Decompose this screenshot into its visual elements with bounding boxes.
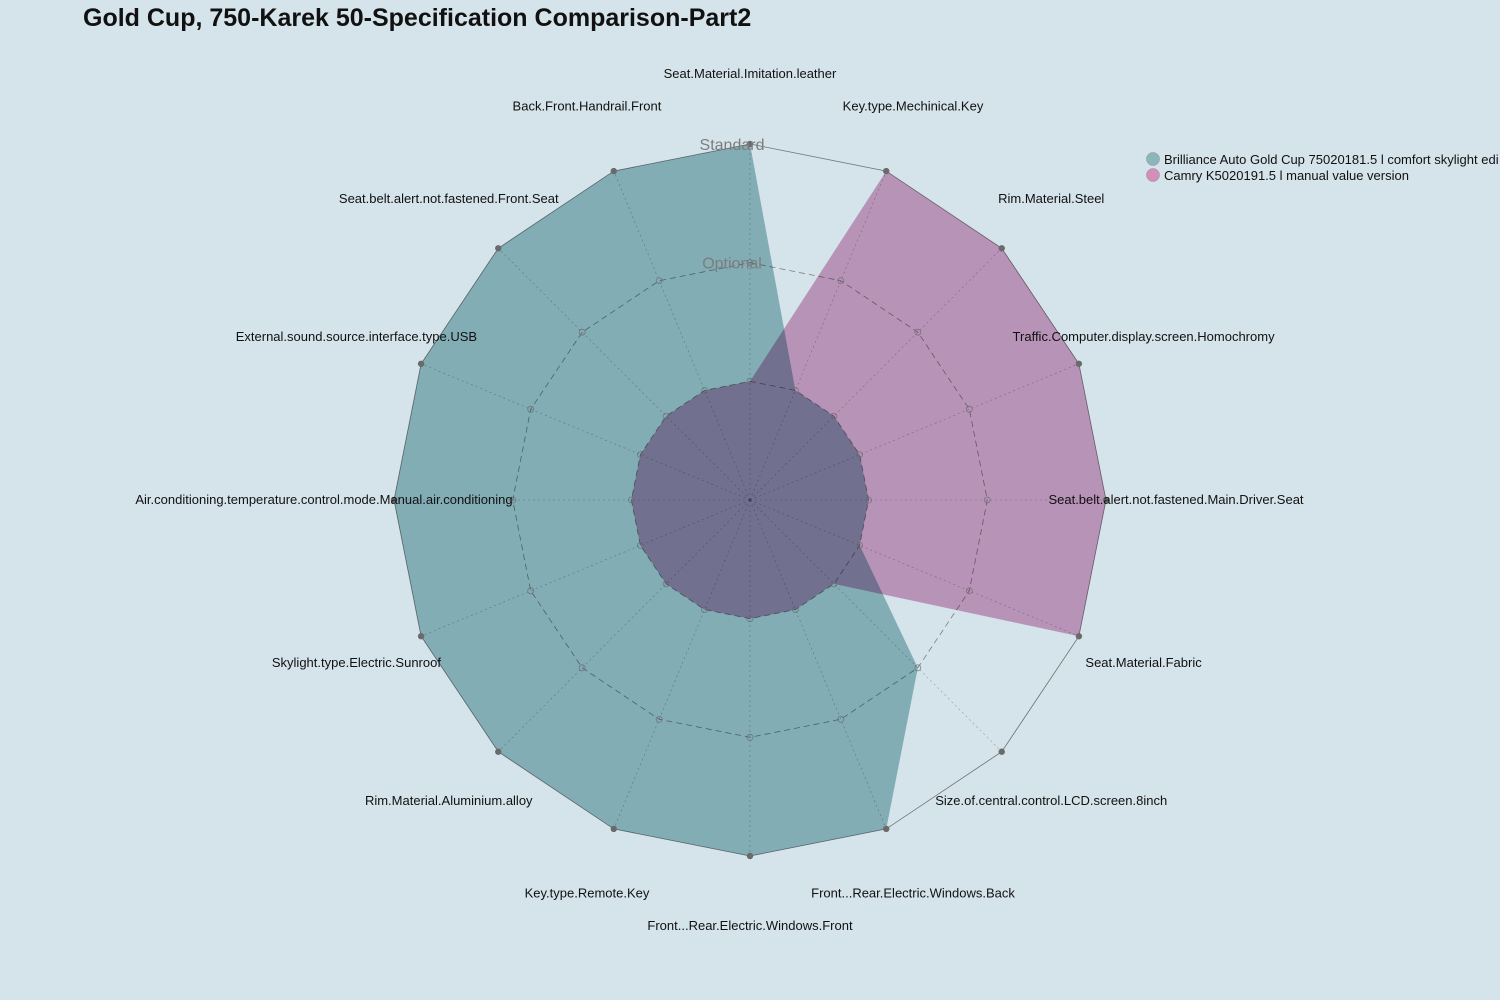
series-area	[631, 171, 1106, 637]
grid-point	[914, 664, 922, 672]
grid-point	[636, 451, 644, 458]
level-label: Standard	[700, 137, 765, 154]
radial-grid-line	[749, 499, 1002, 752]
axis-label: Seat.belt.alert.not.fastened.Main.Driver…	[1048, 492, 1303, 507]
axis-label: Key.type.Mechinical.Key	[843, 98, 984, 113]
level-label: Optional	[702, 256, 762, 273]
axis-label: Front...Rear.Electric.Windows.Front	[647, 918, 853, 933]
grid-point	[390, 496, 398, 504]
axis-label: External.sound.source.interface.type.USB	[236, 329, 477, 344]
grid-point	[662, 580, 670, 588]
grid-point	[914, 328, 922, 336]
grid-point	[1075, 633, 1083, 640]
grid-point	[856, 451, 864, 458]
grid-point	[746, 733, 754, 741]
grid-point	[527, 587, 535, 595]
axis-label: Seat.belt.alert.not.fastened.Front.Seat	[339, 191, 559, 206]
grid-point	[746, 852, 754, 860]
grid-point	[792, 606, 799, 614]
grid-point	[578, 328, 586, 336]
axis-label: Front...Rear.Electric.Windows.Back	[811, 886, 1015, 901]
grid-point	[662, 412, 670, 420]
grid-point	[746, 140, 754, 148]
grid-point	[746, 259, 754, 267]
grid-point	[610, 167, 617, 175]
axis-label: Size.of.central.control.LCD.screen.8inch	[935, 793, 1167, 808]
grid-point	[998, 245, 1005, 252]
grid-point	[701, 606, 708, 614]
grid-point	[830, 412, 838, 420]
grid-point	[578, 664, 586, 672]
grid-point	[883, 825, 890, 833]
grid-point	[998, 748, 1005, 755]
grid-point	[627, 496, 635, 504]
legend-label: Camry K5020191.5 l manual value version	[1164, 168, 1409, 183]
legend-swatch	[1146, 168, 1160, 182]
grid-point	[610, 825, 617, 833]
grid-point	[792, 386, 799, 394]
grid-point	[965, 405, 973, 413]
axis-label: Seat.Material.Fabric	[1085, 655, 1202, 670]
grid-point	[636, 542, 644, 549]
axis-label: Air.conditioning.temperature.control.mod…	[135, 492, 512, 507]
grid-point	[837, 715, 845, 723]
grid-point	[830, 580, 838, 588]
axis-label: Traffic.Computer.display.screen.Homochro…	[1013, 329, 1276, 344]
grid-point	[746, 615, 754, 623]
grid-point	[701, 386, 708, 394]
axis-label: Skylight.type.Electric.Sunroof	[272, 655, 441, 670]
axis-label: Back.Front.Handrail.Front	[513, 98, 662, 113]
chart-title: Gold Cup, 750-Karek 50-Specification Com…	[83, 4, 752, 32]
grid-point	[417, 360, 425, 367]
axis-label: Key.type.Remote.Key	[525, 886, 650, 901]
grid-point	[837, 277, 845, 285]
grid-point	[417, 633, 425, 640]
axis-label: Seat.Material.Imitation.leather	[664, 66, 837, 81]
grid-point	[965, 587, 973, 595]
grid-point	[527, 405, 535, 413]
legend-label: Brilliance Auto Gold Cup 75020181.5 l co…	[1164, 152, 1499, 167]
grid-point	[983, 496, 991, 504]
grid-point	[856, 542, 864, 549]
grid-point	[865, 496, 873, 504]
grid-point	[655, 277, 663, 285]
grid-point	[495, 245, 502, 252]
grid-point	[746, 377, 754, 385]
grid-point	[1075, 360, 1083, 367]
legend-swatch	[1146, 152, 1160, 166]
grid-point	[655, 715, 663, 723]
grid-point	[883, 167, 890, 175]
axis-label: Rim.Material.Steel	[998, 191, 1104, 206]
grid-point	[509, 496, 517, 504]
axis-label: Rim.Material.Aluminium.alloy	[365, 793, 533, 808]
grid-point	[1102, 496, 1110, 504]
grid-point	[495, 748, 502, 755]
